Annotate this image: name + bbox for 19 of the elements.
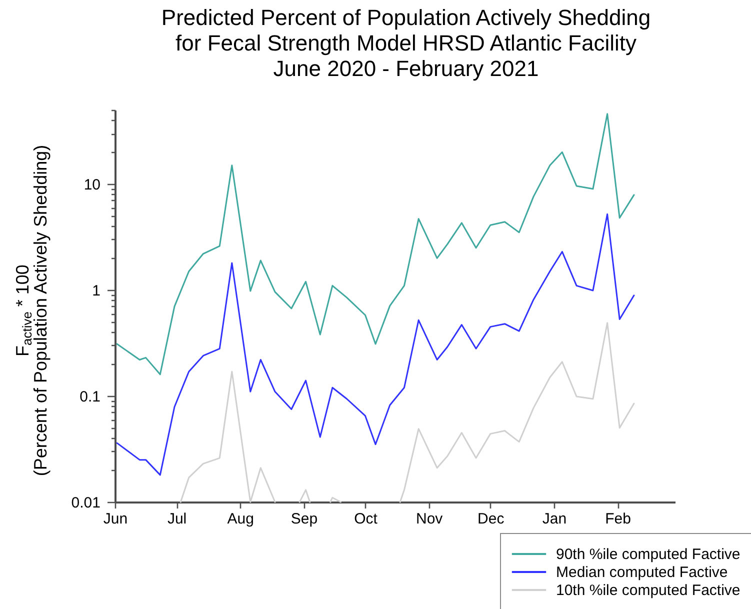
x-tick-label: Dec bbox=[478, 510, 505, 528]
y-tick-label: 10 bbox=[84, 176, 100, 194]
x-tick-label: Oct bbox=[354, 510, 378, 528]
x-tick-label: Feb bbox=[605, 510, 631, 528]
x-tick-label: Nov bbox=[416, 510, 444, 528]
legend-label: 90th %ile computed Factive bbox=[556, 546, 740, 563]
x-tick-label: Sep bbox=[290, 510, 318, 528]
y-tick-label: 1 bbox=[92, 282, 100, 300]
x-tick-label: Jun bbox=[103, 510, 128, 528]
line-series bbox=[116, 113, 635, 376]
chart-title: Predicted Percent of Population Actively Shedding for Fecal Strength Model HRSD Atlantic Facility June 2020 - February 2021 bbox=[161, 5, 651, 81]
x-tick-label: Jul bbox=[167, 510, 187, 528]
y-tick-label: 0.01 bbox=[71, 494, 100, 512]
y-tick-label: 0.1 bbox=[80, 388, 100, 406]
x-tick-label: Aug bbox=[227, 510, 254, 528]
legend-label: Median computed Factive bbox=[556, 564, 728, 581]
line-series bbox=[116, 213, 635, 476]
legend-label: 10th %ile computed Factive bbox=[556, 582, 740, 599]
x-tick-label: Jan bbox=[542, 510, 567, 528]
